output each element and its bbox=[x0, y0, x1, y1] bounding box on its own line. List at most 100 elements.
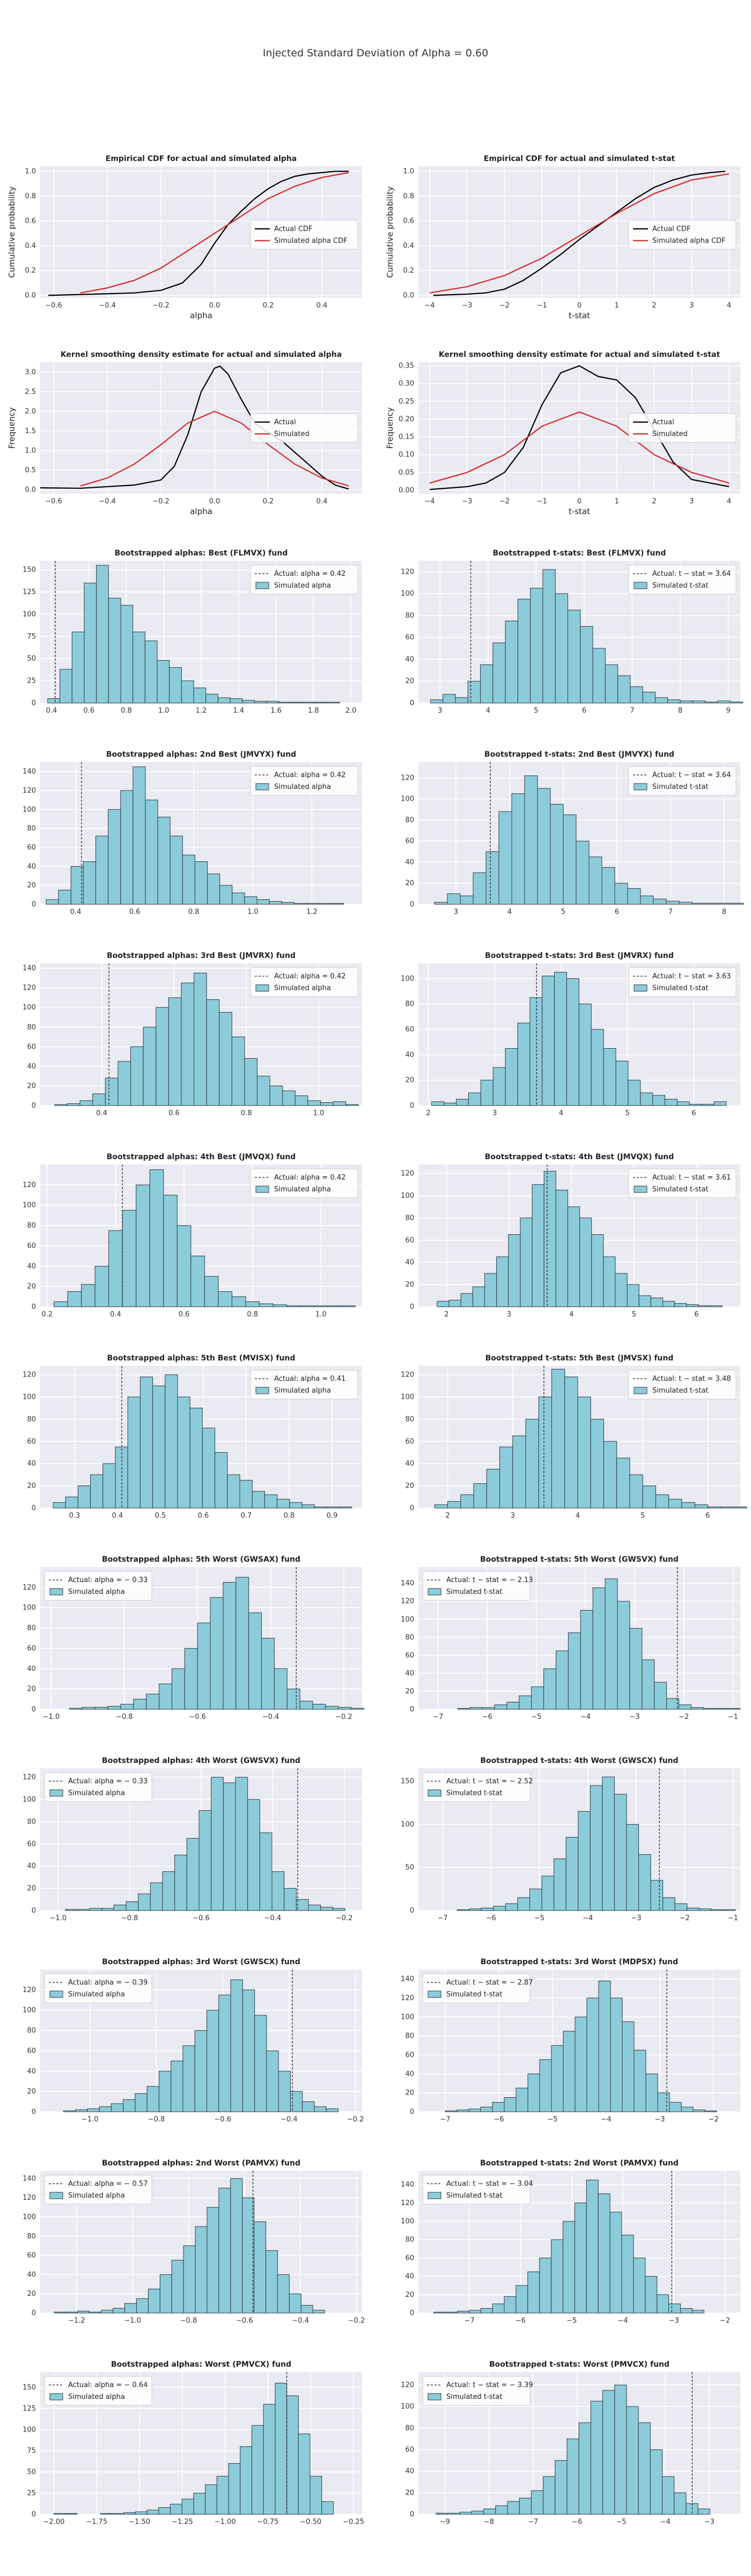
chart-title: Bootstrapped alphas: 5th Best (MVISX) fu… bbox=[107, 1354, 296, 1363]
histogram-bar bbox=[136, 2298, 149, 2314]
x-tick-label: −1 bbox=[537, 497, 547, 506]
histogram-bar bbox=[715, 1708, 728, 1710]
x-tick-label: 1.2 bbox=[306, 908, 318, 916]
y-tick-label: 20 bbox=[27, 1283, 36, 1291]
chart-panel-1: −0.6 −0.4 −0.2 0.0 0.2 0.4 0.0 0.2 0.4 0.6 0.8 1.0 E… bbox=[7, 155, 362, 320]
y-tick-label: 0 bbox=[32, 1303, 36, 1311]
y-tick-label: 20 bbox=[27, 1885, 36, 1893]
histogram-bar bbox=[590, 1418, 604, 1509]
y-tick-label: 20 bbox=[27, 2290, 36, 2298]
histogram-bar bbox=[603, 1256, 616, 1307]
histogram-bar bbox=[506, 1702, 520, 1710]
legend-box bbox=[628, 967, 737, 997]
legend-swatch bbox=[428, 2393, 441, 2401]
histogram-bar bbox=[483, 2508, 496, 2515]
legend-label: Simulated t-stat bbox=[446, 1588, 503, 1596]
chart-title: Bootstrapped alphas: 2nd Worst (PAMVX) f… bbox=[102, 2159, 300, 2168]
x-tick-label: −1 bbox=[537, 302, 547, 310]
histogram-bar bbox=[525, 1418, 539, 1509]
histogram-bar bbox=[579, 1217, 592, 1307]
histogram-bar bbox=[162, 1871, 175, 1911]
x-tick-label: 4 bbox=[727, 497, 731, 506]
histogram-bar bbox=[266, 701, 279, 704]
legend-box bbox=[422, 1973, 531, 2003]
histogram-bar bbox=[211, 1777, 224, 1911]
legend: Actual: t − stat = − 2.52 Simulated t-sta… bbox=[422, 1772, 533, 1802]
x-tick-label: −0.2 bbox=[347, 2116, 364, 2124]
histogram-bar bbox=[469, 1707, 483, 1710]
histogram-bar bbox=[629, 1628, 643, 1710]
histogram-bar bbox=[217, 697, 231, 704]
histogram-bar bbox=[113, 2308, 126, 2314]
histogram-bar bbox=[89, 2311, 102, 2314]
histogram-bar bbox=[531, 1686, 544, 1710]
histogram-bar bbox=[294, 1095, 308, 1106]
y-tick-label: 125 bbox=[23, 2405, 36, 2413]
histogram-bar bbox=[539, 2257, 552, 2314]
y-tick-label: 50 bbox=[27, 655, 36, 663]
x-tick-label: 3 bbox=[689, 497, 694, 506]
x-tick-label: 4 bbox=[569, 1311, 573, 1319]
x-tick-label: −1.75 bbox=[86, 2518, 107, 2526]
histogram-bar bbox=[186, 1838, 200, 1911]
histogram-bar bbox=[642, 1659, 655, 1710]
histogram-bar bbox=[204, 1276, 219, 1307]
histogram-bar bbox=[254, 2015, 267, 2112]
histogram-bar bbox=[207, 2207, 219, 2314]
histogram-bar bbox=[326, 2108, 338, 2112]
y-tick-label: 80 bbox=[405, 1214, 414, 1222]
y-tick-label: 100 bbox=[401, 2013, 414, 2021]
histogram-bar bbox=[46, 899, 59, 905]
y-tick-label: 75 bbox=[27, 2447, 36, 2455]
y-tick-label: 0.5 bbox=[25, 466, 36, 474]
histogram-bar bbox=[145, 800, 158, 905]
legend-label: Simulated alpha bbox=[68, 2393, 125, 2401]
histogram-bar bbox=[505, 1903, 518, 1911]
x-tick-label: 0.6 bbox=[129, 908, 141, 916]
histogram-bar bbox=[244, 1058, 257, 1106]
histogram-bar bbox=[494, 1704, 507, 1710]
histogram-bar bbox=[207, 873, 220, 905]
histogram-bar bbox=[614, 883, 628, 905]
y-tick-label: 100 bbox=[23, 806, 36, 814]
chart-panel-18: −7 −6 −5 −4 −3 −2 −1 0 50 100 150 Bootstrapped t-st… bbox=[401, 1757, 740, 1922]
chart-title: Bootstrapped alphas: 4th Best (JMVQX) fu… bbox=[107, 1153, 296, 1161]
x-tick-label: −1.25 bbox=[172, 2518, 193, 2526]
histogram-bar bbox=[219, 885, 233, 905]
histogram-bar bbox=[733, 1506, 747, 1509]
histogram-bar bbox=[312, 1704, 326, 1710]
x-tick-label: 5 bbox=[625, 1109, 630, 1117]
histogram-bar bbox=[469, 1908, 482, 1911]
histogram-bar bbox=[668, 1498, 682, 1509]
histogram-bar bbox=[296, 1899, 309, 1911]
y-tick-label: 0.8 bbox=[25, 192, 36, 200]
histogram-bar bbox=[436, 2513, 448, 2515]
x-tick-label: 0.4 bbox=[316, 302, 328, 310]
legend-label: Actual: t − stat = − 2.52 bbox=[446, 1777, 533, 1785]
histogram-bar bbox=[219, 1012, 232, 1106]
y-tick-label: 0.30 bbox=[399, 380, 414, 388]
histogram-bar bbox=[338, 1707, 352, 1710]
histogram-bar bbox=[113, 1905, 127, 1911]
y-tick-label: 100 bbox=[23, 1202, 36, 1210]
legend: Actual: alpha = − 0.57 Simulated alpha bbox=[44, 2175, 152, 2205]
x-tick-label: −0.8 bbox=[180, 2317, 197, 2325]
histogram-bar bbox=[65, 2513, 78, 2515]
chart-title: Bootstrapped alphas: Worst (PMVCX) fund bbox=[111, 2360, 291, 2369]
legend-box bbox=[250, 967, 358, 997]
histogram-bar bbox=[640, 1092, 653, 1106]
histogram-bar bbox=[181, 680, 194, 704]
histogram-bar bbox=[457, 1708, 470, 1710]
histogram-bar bbox=[289, 1502, 303, 1509]
histogram-bar bbox=[603, 1441, 617, 1509]
histogram-bar bbox=[493, 1906, 506, 1911]
x-tick-label: 0.4 bbox=[70, 908, 82, 916]
chart-panel-21: −1.2 −1.0 −0.8 −0.6 −0.4 −0.2 0 20 40 60 80 100 120 1… bbox=[23, 2159, 365, 2325]
chart-panel-19: −1.0 −0.8 −0.6 −0.4 −0.2 0 20 40 60 80 100 120 Boots… bbox=[23, 1958, 364, 2124]
histogram-bar bbox=[286, 1305, 301, 1307]
x-tick-label: 0.6 bbox=[83, 707, 94, 715]
y-tick-label: 150 bbox=[23, 2383, 36, 2391]
chart-title: Bootstrapped alphas: Best (FLMVX) fund bbox=[115, 549, 288, 558]
legend-swatch bbox=[634, 984, 647, 992]
histogram-bar bbox=[551, 2239, 564, 2314]
